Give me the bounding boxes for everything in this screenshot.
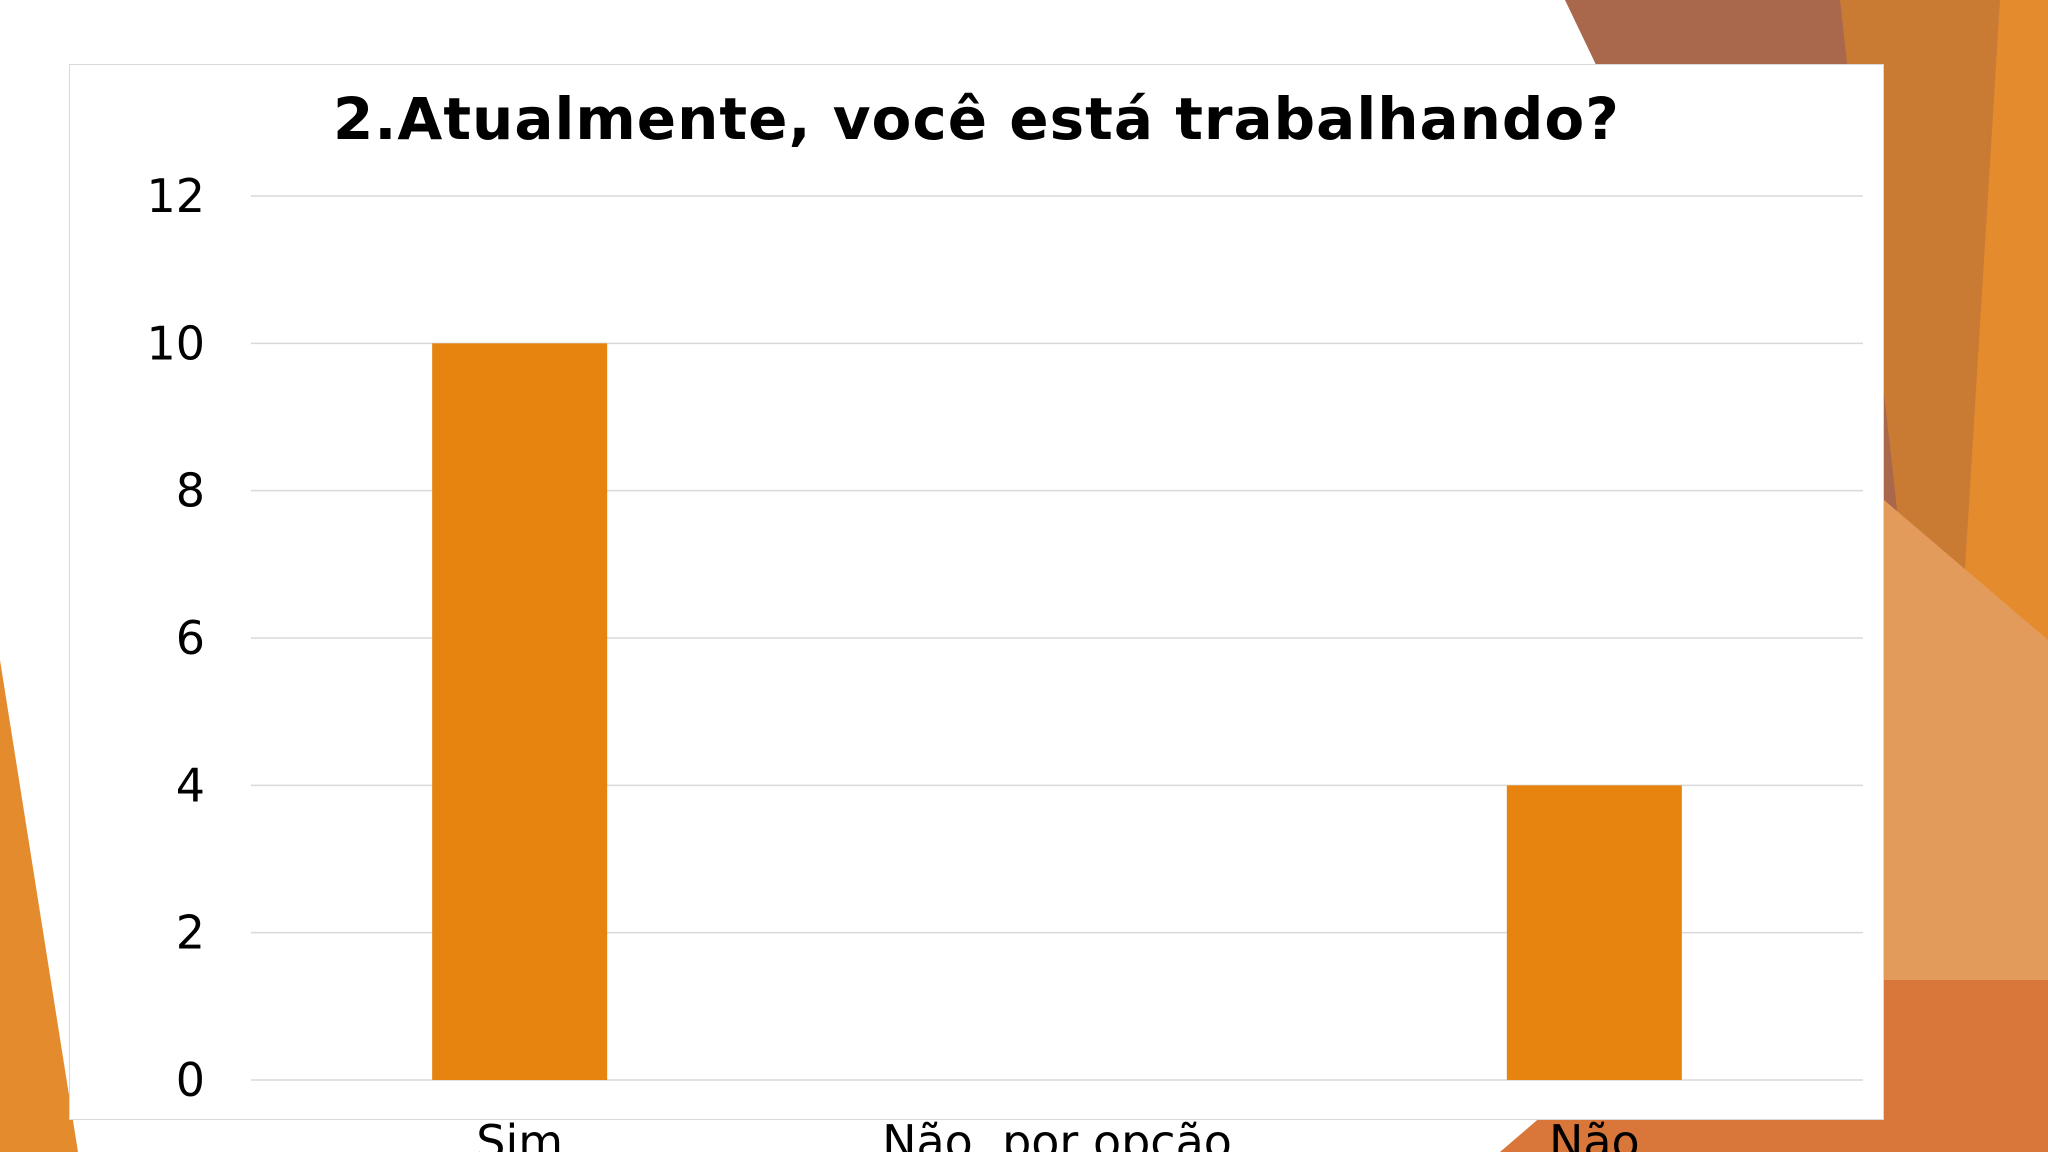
y-tick-label: 0 — [176, 1053, 205, 1107]
bar-chart: 0 2 4 6 8 10 12 Sim Não, por opção Não — [146, 169, 1863, 1152]
bar-n-o — [1506, 785, 1682, 1080]
y-tick-label: 4 — [176, 758, 205, 812]
bar-sim — [432, 343, 608, 1080]
y-tick-label: 8 — [176, 464, 205, 518]
y-tick-label: 10 — [146, 316, 205, 370]
x-category-label: Não, por opção — [882, 1115, 1232, 1152]
y-tick-label: 12 — [146, 169, 205, 223]
chart-panel: 2.Atualmente, você está trabalhando? 0 2 4… — [69, 64, 1884, 1152]
y-tick-label: 6 — [176, 611, 205, 665]
y-tick-label: 2 — [176, 906, 205, 960]
x-category-label: Não — [1549, 1115, 1640, 1152]
bg-shape-left — [0, 660, 78, 1152]
chart-title: 2.Atualmente, você está trabalhando? — [333, 85, 1620, 153]
x-category-label: Sim — [476, 1115, 563, 1152]
